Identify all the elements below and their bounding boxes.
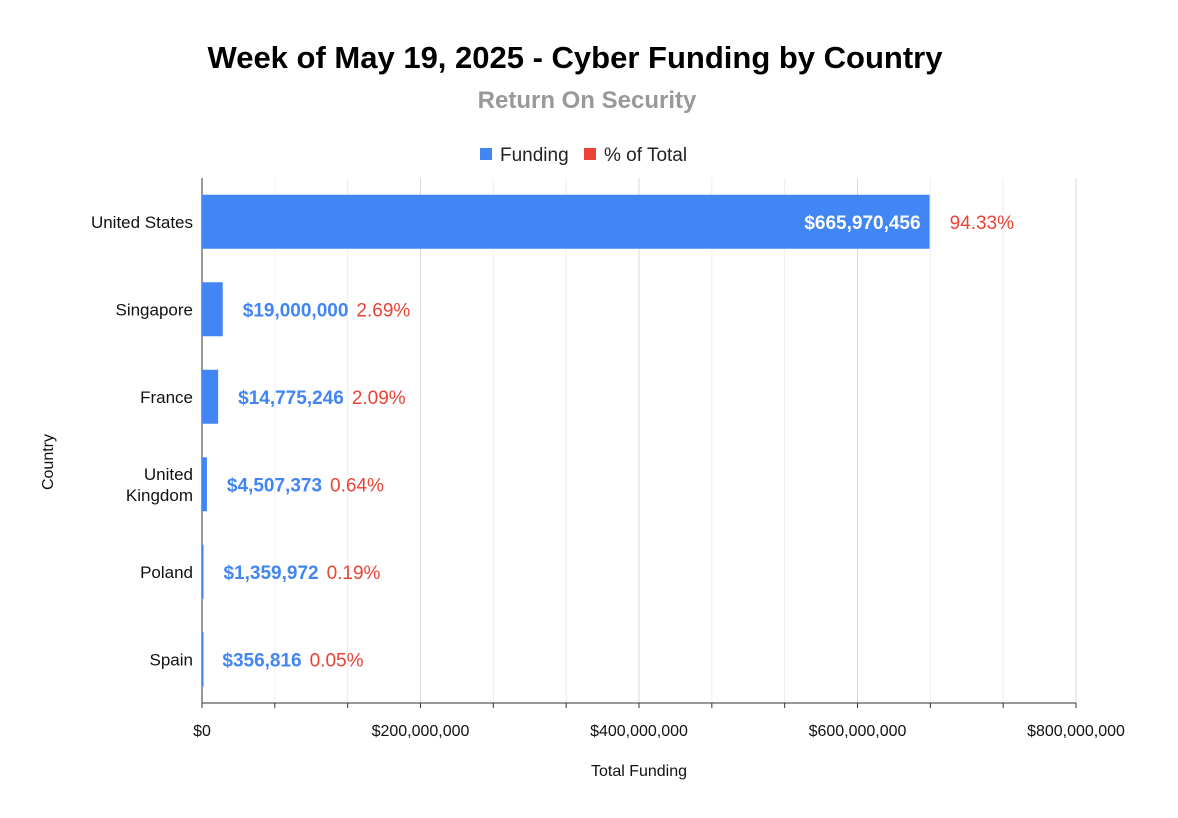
percent-label: 94.33% [950,213,1015,234]
percent-label: 2.69% [356,300,410,321]
value-label: $19,000,000 [243,300,349,321]
percent-label: 0.05% [310,650,364,671]
legend-swatch-funding [480,148,492,160]
bar [202,282,223,337]
y-axis-title: Country [40,434,57,490]
legend-label-percent: % of Total [604,145,687,166]
x-axis-title: Total Funding [591,763,687,780]
percent-label: 0.19% [327,563,381,584]
legend: Funding % of Total [480,145,687,166]
category-label: Singapore [115,300,193,319]
bar [202,544,204,599]
x-tick-label: $600,000,000 [809,723,907,740]
chart-title: Week of May 19, 2025 - Cyber Funding by … [208,40,944,75]
percent-label: 2.09% [352,388,406,409]
percent-label: 0.64% [330,475,384,496]
value-label: $14,775,246 [238,388,344,409]
value-label: $4,507,373 [227,475,322,496]
x-tick-label: $200,000,000 [372,723,470,740]
category-label: France [140,388,193,407]
bar [202,369,219,424]
chart-subtitle: Return On Security [478,87,697,114]
legend-swatch-percent [584,148,596,160]
value-label: $356,816 [222,650,301,671]
data-labels: $665,970,456 94.33% $19,000,000 2.69% $14,77… [222,213,1014,672]
bar [202,632,204,687]
category-axis: United States Singapore France United Kingdo… [91,213,193,670]
legend-label-funding: Funding [500,145,569,166]
category-label: Spain [150,650,193,669]
bars [202,194,930,687]
category-label: Poland [140,563,193,582]
value-axis: $0 $200,000,000 $400,000,000 $600,000,000 $8… [193,703,1125,740]
x-tick-label: $800,000,000 [1027,723,1125,740]
value-label: $665,970,456 [804,213,920,234]
gridlines [201,178,1077,704]
bar [202,194,930,249]
category-label: United Kingdom [126,465,193,505]
category-label: United States [91,213,193,232]
x-tick-label: $400,000,000 [590,723,688,740]
x-tick-label: $0 [193,723,211,740]
value-label: $1,359,972 [223,563,318,584]
bar [202,457,207,512]
